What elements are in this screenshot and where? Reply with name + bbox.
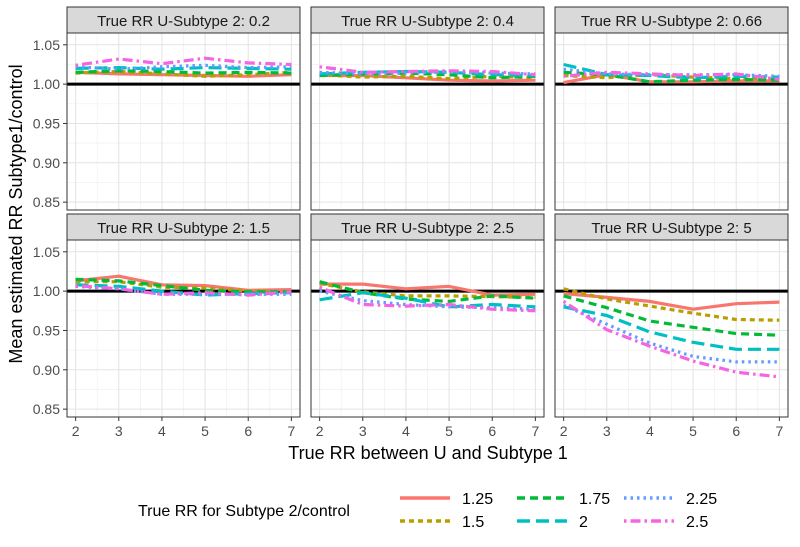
y-tick-label: 1.05 (33, 37, 60, 53)
series-line (319, 282, 536, 297)
legend: 1.25 1.5 1.75 2 2.25 2.5 (400, 491, 717, 531)
legend-label: 1.25 (462, 491, 493, 508)
panel-border (554, 239, 789, 418)
legend-label: 2.25 (686, 491, 717, 508)
facet-panel: True RR U-Subtype 2: 5 2 3 4 5 6 7 (554, 213, 789, 439)
y-axis-title: Mean estimated RR Subtype1/control (6, 64, 26, 363)
x-tick-label: 7 (287, 423, 295, 439)
y-tick-label: 0.95 (33, 322, 60, 338)
y-tick-label: 1.00 (33, 76, 60, 92)
legend-label: 2 (579, 514, 588, 531)
series-line (319, 69, 536, 78)
facet-strip (554, 6, 789, 34)
panel-border (66, 32, 301, 211)
legend-item: 2.25 (624, 491, 717, 508)
facet-strip (554, 213, 789, 241)
x-tick-label: 6 (488, 423, 496, 439)
facet-panel: True RR U-Subtype 2: 0.66 (554, 6, 789, 211)
legend-item: 1.25 (400, 491, 493, 508)
series-line (563, 70, 780, 84)
series-line (319, 291, 536, 309)
series-line (319, 285, 536, 313)
facet-strip (310, 213, 545, 241)
x-tick-label: 4 (646, 423, 654, 439)
facet-panel: True RR U-Subtype 2: 0.2 0.85 0.90 0.95 1.00… (33, 6, 301, 211)
facet-strip-label: True RR U-Subtype 2: 0.4 (341, 13, 514, 30)
facet-strip-label: True RR U-Subtype 2: 5 (591, 220, 751, 237)
series-line (319, 73, 536, 81)
facet-panel: True RR U-Subtype 2: 2.5 2 3 4 5 6 7 (310, 213, 545, 439)
x-tick-label: 3 (359, 423, 367, 439)
legend-item: 2 (517, 514, 588, 531)
y-tick-label: 0.90 (33, 155, 60, 171)
series-line (75, 284, 292, 297)
series-line (563, 294, 780, 337)
x-tick-label: 7 (531, 423, 539, 439)
y-tick-label: 0.95 (33, 115, 60, 131)
x-tick-label: 2 (316, 423, 324, 439)
x-tick-label: 6 (244, 423, 252, 439)
series-line (75, 277, 292, 294)
x-tick-label: 4 (158, 423, 166, 439)
legend-label: 1.75 (579, 491, 610, 508)
series-line (563, 287, 780, 322)
series-line (562, 300, 780, 379)
facet-panel: True RR U-Subtype 2: 0.4 (310, 6, 545, 211)
facet-strip-label: True RR U-Subtype 2: 1.5 (97, 220, 270, 237)
x-tick-label: 5 (445, 423, 453, 439)
panel-border (554, 32, 789, 211)
y-tick-label: 1.05 (33, 244, 60, 260)
facet-strip-label: True RR U-Subtype 2: 0.2 (97, 13, 270, 30)
legend-item: 2.5 (624, 514, 708, 531)
legend-item: 1.5 (400, 514, 484, 531)
facet-strip-label: True RR U-Subtype 2: 0.66 (581, 13, 762, 30)
series-line (75, 56, 292, 67)
series-line (319, 280, 536, 303)
facet-panel: True RR U-Subtype 2: 1.5 0.85 0.90 0.95 1.00… (33, 213, 301, 439)
facet-strip (310, 6, 545, 34)
x-tick-label: 6 (732, 423, 740, 439)
series-line (75, 69, 292, 78)
series-line (319, 65, 536, 77)
panel-border (310, 239, 545, 418)
series-line (563, 73, 780, 81)
y-tick-label: 0.90 (33, 362, 60, 378)
facet-strip (66, 6, 301, 34)
x-tick-label: 7 (775, 423, 783, 439)
y-tick-label: 0.85 (33, 401, 60, 417)
series-line (75, 65, 292, 71)
legend-item: 1.75 (517, 491, 610, 508)
panel-border (310, 32, 545, 211)
legend-label: 2.5 (686, 514, 708, 531)
x-tick-label: 5 (689, 423, 697, 439)
facet-panels: True RR U-Subtype 2: 0.2 0.85 0.90 0.95 1.00… (33, 6, 789, 439)
series-line (75, 69, 292, 75)
panel-border (66, 239, 301, 418)
series-line (563, 70, 780, 81)
facet-strip-label: True RR U-Subtype 2: 2.5 (341, 220, 514, 237)
x-tick-label: 5 (201, 423, 209, 439)
y-tick-label: 1.00 (33, 283, 60, 299)
x-tick-label: 2 (560, 423, 568, 439)
y-tick-label: 0.85 (33, 194, 60, 210)
series-line (563, 62, 780, 80)
series-line (562, 303, 780, 364)
x-tick-label: 3 (115, 423, 123, 439)
x-axis-title: True RR between U and Subtype 1 (288, 443, 568, 463)
x-tick-label: 4 (402, 423, 410, 439)
x-tick-label: 2 (72, 423, 80, 439)
legend-label: 1.5 (462, 514, 484, 531)
x-tick-label: 3 (603, 423, 611, 439)
legend-title: True RR for Subtype 2/control (138, 503, 350, 520)
series-line (319, 71, 536, 80)
